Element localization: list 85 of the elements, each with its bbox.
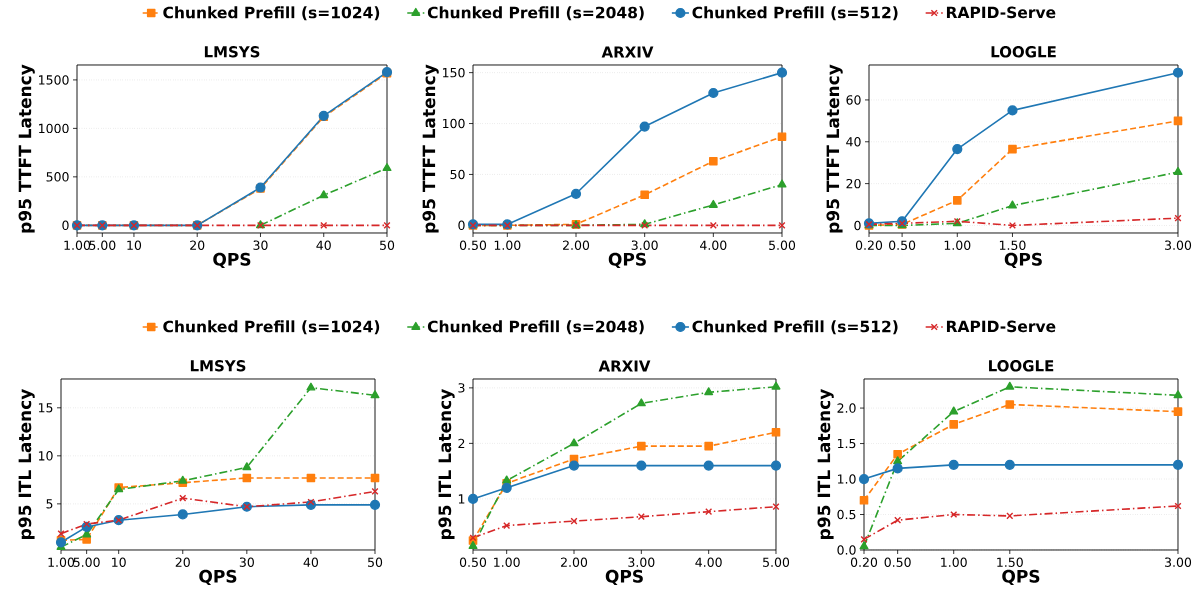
- y-tick-label: 1000: [39, 123, 69, 134]
- legend-label: Chunked Prefill (s=512): [692, 6, 898, 21]
- y-tick-label: 1.5: [837, 438, 856, 449]
- x-tick-label: 30: [239, 557, 254, 567]
- x-axis-title: QPS: [199, 569, 237, 585]
- y-tick-label: 20: [846, 178, 861, 189]
- x-axis-title: QPS: [608, 252, 646, 268]
- x-tick-label: 3.00: [631, 240, 658, 250]
- x-tick-label: 0.50: [889, 240, 916, 250]
- chart-title: LMSYS: [190, 360, 246, 372]
- x-tick-label: 0.20: [855, 240, 883, 250]
- chart-title: ARXIV: [598, 360, 651, 372]
- x-axis-title: QPS: [605, 569, 643, 585]
- y-tick-label: 50: [450, 169, 465, 180]
- x-axis-title: QPS: [213, 252, 251, 268]
- legend-label: Chunked Prefill (s=1024): [163, 320, 380, 335]
- x-tick-label: 3.00: [1165, 557, 1192, 567]
- x-tick-label: 0.50: [459, 240, 487, 250]
- y-axis-title: p95 TTFT Latency: [422, 64, 439, 233]
- x-tick-label: 40: [316, 240, 331, 250]
- y-tick-label: 3: [458, 383, 465, 393]
- legend-label: Chunked Prefill (s=2048): [427, 6, 644, 21]
- y-tick-label: 0: [62, 220, 69, 231]
- y-tick-label: 1: [458, 494, 465, 504]
- y-tick-label: 5: [46, 499, 53, 509]
- y-tick-label: 1.0: [837, 474, 856, 484]
- chart-title: LOOGLE: [991, 46, 1056, 58]
- y-axis-title: p95 TTFT Latency: [826, 64, 843, 233]
- x-tick-label: 1.00: [48, 557, 75, 567]
- y-tick-label: 2.0: [837, 403, 856, 413]
- x-tick-label: 1.50: [999, 240, 1026, 250]
- x-tick-label: 5.00: [769, 240, 796, 250]
- chart-title: ARXIV: [601, 46, 654, 58]
- y-axis-title: p95 ITL Latency: [817, 388, 834, 539]
- x-tick-label: 4.00: [700, 240, 727, 250]
- y-tick-label: 2: [458, 438, 465, 449]
- x-tick-label: 1.00: [944, 240, 971, 250]
- legend-label: RAPID-Serve: [946, 6, 1056, 19]
- y-tick-label: 100: [442, 118, 465, 129]
- x-tick-label: 50: [380, 240, 395, 250]
- y-axis-title: p95 TTFT Latency: [18, 64, 35, 233]
- legend-label: Chunked Prefill (s=2048): [427, 320, 644, 335]
- x-tick-label: 5.00: [73, 557, 100, 567]
- y-tick-label: 0.5: [837, 509, 856, 520]
- x-tick-label: 20: [175, 557, 190, 567]
- y-tick-label: 0: [458, 220, 465, 231]
- x-tick-label: 5.00: [763, 557, 790, 567]
- y-tick-label: 60: [846, 95, 861, 105]
- x-tick-label: 1.00: [494, 557, 520, 567]
- x-tick-label: 30: [253, 240, 268, 250]
- legend-label: Chunked Prefill (s=1024): [163, 6, 380, 21]
- x-tick-label: 10: [112, 557, 126, 567]
- y-tick-label: 40: [846, 137, 861, 147]
- x-tick-label: 0.50: [884, 557, 911, 567]
- y-tick-label: 150: [442, 67, 465, 78]
- y-axis-title: p95 ITL Latency: [438, 388, 455, 539]
- x-tick-label: 1.50: [997, 557, 1023, 567]
- x-tick-label: 4.00: [695, 557, 722, 567]
- y-tick-label: 500: [46, 172, 69, 182]
- x-tick-label: 10: [127, 240, 142, 250]
- x-tick-label: 0.20: [850, 557, 878, 567]
- legend-label: Chunked Prefill (s=512): [692, 320, 898, 335]
- chart-title: LOOGLE: [989, 360, 1054, 372]
- y-tick-label: 15: [38, 403, 53, 413]
- x-tick-label: 1.00: [494, 240, 521, 250]
- x-tick-label: 3.00: [1165, 240, 1192, 250]
- x-tick-label: 1.00: [941, 557, 967, 567]
- y-tick-label: 10: [38, 451, 53, 461]
- x-tick-label: 1.00: [64, 240, 91, 250]
- x-tick-label: 0.50: [459, 557, 487, 567]
- legend-label: RAPID-Serve: [946, 320, 1056, 333]
- x-axis-title: QPS: [1004, 252, 1042, 268]
- y-tick-label: 1500: [39, 75, 69, 85]
- x-tick-label: 2.00: [563, 240, 590, 250]
- y-axis-title: p95 ITL Latency: [18, 388, 35, 539]
- chart-title: LMSYS: [204, 46, 260, 58]
- x-tick-label: 3.00: [628, 557, 655, 567]
- x-tick-label: 50: [368, 557, 383, 567]
- x-tick-label: 20: [190, 240, 205, 250]
- x-tick-label: 5.00: [89, 240, 116, 250]
- y-tick-label: 0: [854, 220, 861, 231]
- x-tick-label: 2.00: [561, 557, 588, 567]
- y-tick-label: 0.0: [837, 545, 856, 555]
- x-axis-title: QPS: [1002, 569, 1040, 585]
- x-tick-label: 40: [303, 557, 319, 567]
